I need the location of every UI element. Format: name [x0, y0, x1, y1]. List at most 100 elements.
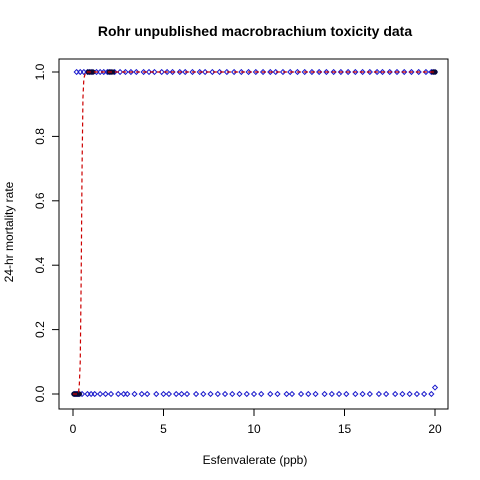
y-tick-label: 0.6	[33, 192, 47, 209]
data-point	[415, 68, 422, 76]
data-point	[192, 390, 200, 398]
data-point	[386, 68, 393, 76]
data-point	[343, 390, 350, 398]
data-point	[178, 390, 185, 398]
x-tick-label: 15	[338, 422, 352, 436]
x-tick-label: 0	[70, 422, 77, 436]
fitted-curve-layer	[73, 71, 435, 395]
data-point	[321, 390, 328, 398]
data-point	[431, 384, 439, 391]
data-point	[352, 68, 359, 76]
data-point	[401, 68, 408, 76]
data-point	[279, 68, 287, 76]
x-axis: 0 5 10 15 20	[70, 408, 442, 436]
data-point	[335, 390, 343, 398]
data-point	[252, 68, 259, 76]
data-point	[207, 390, 214, 398]
data-point	[283, 390, 290, 398]
y-tick-label: 0.0	[33, 385, 47, 402]
data-point	[316, 68, 323, 76]
data-point	[107, 390, 115, 398]
data-point	[182, 68, 189, 76]
data-point	[173, 390, 180, 398]
y-tick-label: 1.0	[33, 63, 47, 80]
data-point	[250, 390, 258, 398]
data-point	[238, 68, 245, 76]
data-point	[305, 390, 312, 398]
data-points	[70, 68, 439, 398]
data-point	[375, 390, 382, 398]
data-point	[236, 390, 243, 398]
data-point	[413, 390, 421, 398]
data-point	[229, 390, 236, 398]
data-point	[406, 390, 413, 398]
data-point	[366, 68, 373, 76]
data-point	[294, 68, 301, 76]
data-point	[359, 68, 366, 76]
data-point	[392, 390, 399, 398]
data-point	[144, 390, 151, 398]
data-point	[102, 390, 109, 398]
data-point	[287, 68, 294, 76]
data-point	[116, 68, 124, 76]
data-point	[359, 390, 366, 398]
y-tick-label: 0.4	[33, 257, 47, 274]
overplotted-point	[90, 69, 96, 75]
data-point	[221, 390, 229, 398]
overplotted-point	[432, 69, 438, 75]
data-point	[183, 390, 191, 398]
data-point	[399, 390, 406, 398]
x-tick-label: 20	[428, 422, 442, 436]
data-point	[91, 390, 98, 398]
data-point	[131, 390, 138, 398]
chart-title: Rohr unpublished macrobrachium toxicity …	[98, 23, 412, 39]
y-axis-label: 24-hr mortality rate	[2, 181, 16, 282]
data-point	[164, 68, 171, 76]
data-point	[216, 68, 223, 76]
data-point	[97, 390, 104, 398]
data-point	[422, 68, 430, 76]
data-point	[288, 390, 296, 398]
data-point	[230, 68, 238, 76]
data-point	[373, 68, 381, 76]
data-point	[189, 68, 196, 76]
fitted-curve	[73, 71, 435, 395]
data-point	[151, 68, 158, 76]
data-point	[428, 390, 435, 398]
data-point	[345, 68, 352, 76]
data-point	[267, 390, 274, 398]
data-point	[258, 390, 265, 398]
data-point	[337, 68, 344, 76]
data-point	[383, 390, 390, 398]
y-axis: 0.0 0.2 0.4 0.6 0.8 1.0	[33, 63, 60, 402]
data-point	[124, 390, 131, 398]
y-tick-label: 0.8	[33, 128, 47, 145]
data-point	[169, 68, 176, 76]
data-point	[140, 68, 147, 76]
plot-frame	[58, 58, 449, 410]
data-point	[133, 68, 140, 76]
data-point	[160, 390, 167, 398]
data-point	[297, 390, 305, 398]
data-point	[158, 68, 165, 76]
data-point	[312, 390, 319, 398]
data-point	[202, 68, 209, 76]
data-point	[323, 68, 330, 76]
data-point	[138, 390, 145, 398]
data-point	[200, 390, 207, 398]
overplotted-point	[110, 69, 116, 75]
data-point	[153, 390, 160, 398]
data-point	[330, 68, 337, 76]
data-point	[267, 68, 274, 76]
data-point	[366, 390, 373, 398]
x-axis-label: Esfenvalerate (ppb)	[203, 453, 308, 467]
data-point	[272, 68, 279, 76]
data-point	[243, 390, 250, 398]
x-tick-label: 10	[247, 422, 261, 436]
data-point	[308, 68, 316, 76]
data-point	[214, 390, 221, 398]
overplotted-point	[76, 391, 82, 397]
data-point	[301, 68, 308, 76]
data-point	[421, 390, 428, 398]
